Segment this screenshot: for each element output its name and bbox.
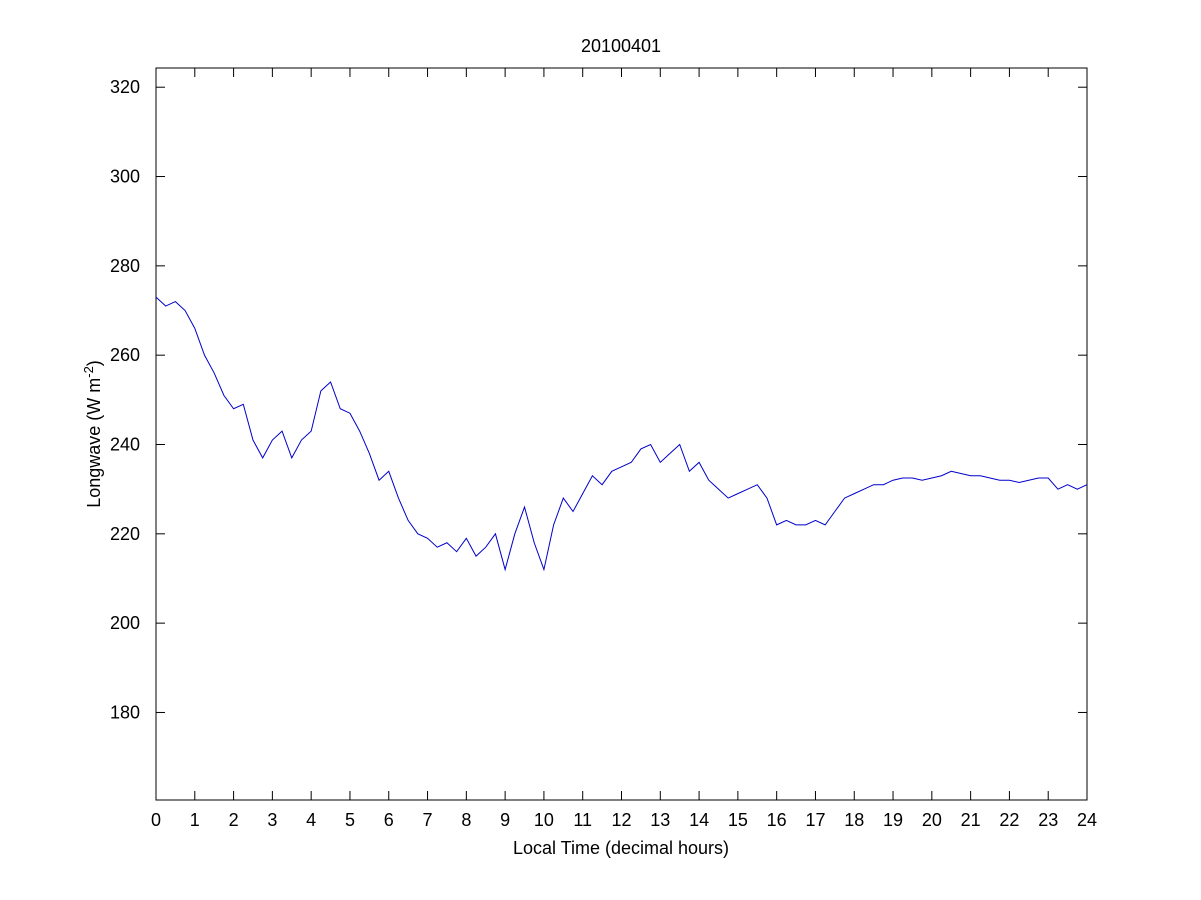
y-label-text: Longwave (W m <box>84 378 104 508</box>
y-label-suffix: ) <box>84 360 104 366</box>
y-tick-label: 320 <box>110 77 140 97</box>
x-tick-label: 22 <box>999 810 1019 830</box>
x-axis-label: Local Time (decimal hours) <box>513 838 729 858</box>
x-tick-label: 17 <box>805 810 825 830</box>
x-tick-label: 23 <box>1038 810 1058 830</box>
y-tick-label: 180 <box>110 702 140 722</box>
x-tick-label: 0 <box>151 810 161 830</box>
x-tick-label: 16 <box>767 810 787 830</box>
x-tick-label: 2 <box>229 810 239 830</box>
x-tick-label: 14 <box>689 810 709 830</box>
x-tick-label: 15 <box>728 810 748 830</box>
y-label-superscript: -2 <box>81 366 96 378</box>
x-tick-label: 1 <box>190 810 200 830</box>
y-tick-label: 220 <box>110 524 140 544</box>
x-tick-label: 12 <box>611 810 631 830</box>
y-axis-label: Longwave (W m-2) <box>81 360 104 508</box>
x-tick-label: 7 <box>423 810 433 830</box>
y-tick-label: 240 <box>110 434 140 454</box>
chart-title: 20100401 <box>581 36 661 56</box>
x-tick-label: 19 <box>883 810 903 830</box>
x-tick-label: 20 <box>922 810 942 830</box>
y-tick-label: 260 <box>110 345 140 365</box>
x-tick-label: 4 <box>306 810 316 830</box>
x-tick-label: 11 <box>573 810 592 830</box>
x-tick-label: 6 <box>384 810 394 830</box>
x-tick-label: 9 <box>500 810 510 830</box>
x-tick-label: 21 <box>961 810 981 830</box>
y-tick-label: 300 <box>110 167 140 187</box>
x-tick-label: 18 <box>844 810 864 830</box>
y-tick-label: 200 <box>110 613 140 633</box>
x-tick-label: 5 <box>345 810 355 830</box>
x-tick-label: 8 <box>461 810 471 830</box>
data-line <box>155 296 1088 572</box>
x-tick-label: 24 <box>1077 810 1097 830</box>
x-tick-label: 13 <box>650 810 670 830</box>
y-tick-label: 280 <box>110 256 140 276</box>
x-tick-label: 10 <box>534 810 554 830</box>
x-tick-label: 3 <box>267 810 277 830</box>
